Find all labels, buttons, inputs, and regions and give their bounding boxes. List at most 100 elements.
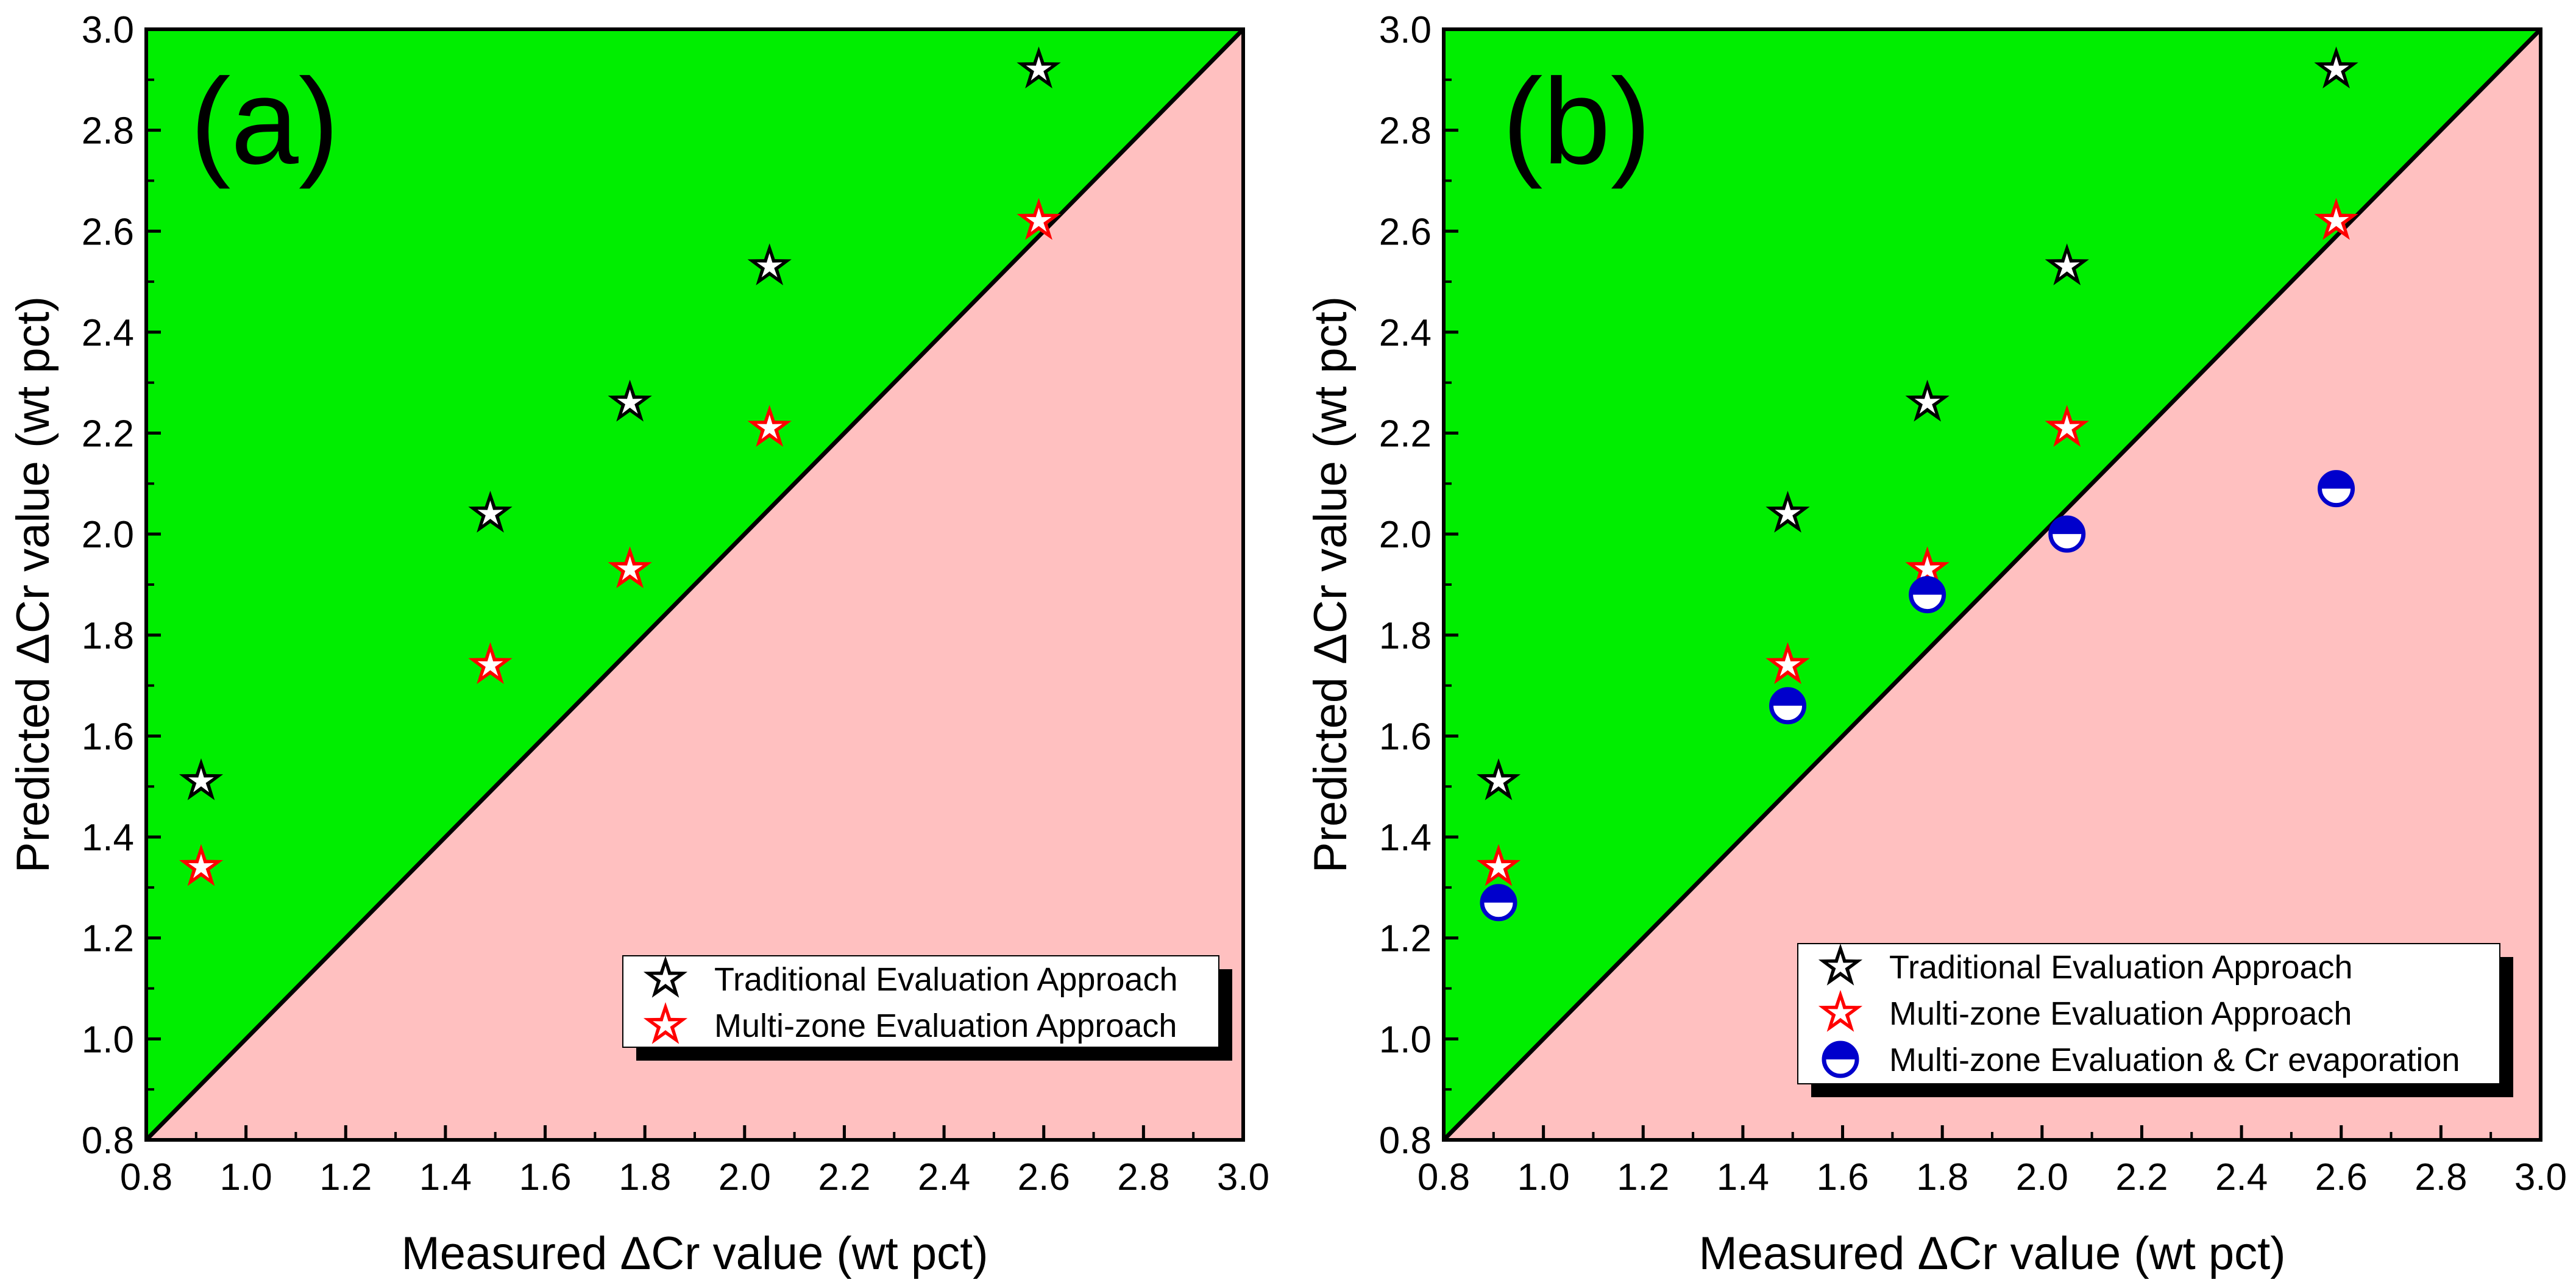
panel-a: 0.8 1.0 1.2 1.4 1.6 1.8 2.0 2.2 2.4 2.6 2.8 3.0 0.8 1…: [7, 9, 1269, 1279]
x-tick-label: 2.4: [2215, 1156, 2268, 1198]
diagonal-line: [144, 27, 1245, 1142]
x-tick-label: 1.6: [519, 1156, 571, 1198]
series-1: [1476, 46, 2358, 800]
x-axis-title: Measured ΔCr value (wt pct): [401, 1228, 988, 1279]
y-tick-label: 1.0: [1379, 1019, 1432, 1061]
x-tick-label: 2.8: [1117, 1156, 1169, 1198]
data-point: [1909, 576, 1946, 614]
y-tick-label: 0.8: [1379, 1120, 1432, 1162]
y-axis-title: Predicted ΔCr value (wt pct): [1305, 296, 1357, 873]
data-point: [1769, 687, 1807, 725]
x-tick-label: 1.4: [419, 1156, 472, 1198]
panel-label: (a): [190, 54, 339, 190]
y-axis-title: Predicted ΔCr value (wt pct): [7, 296, 59, 873]
legend-marker: [1818, 990, 1863, 1032]
x-tick-label: 2.6: [2315, 1156, 2368, 1198]
legend-label: Traditional Evaluation Approach: [1889, 949, 2352, 986]
x-tick-label: 1.8: [1916, 1156, 1968, 1198]
legend-label: Multi-zone Evaluation & Cr evaporation: [1889, 1042, 2460, 1078]
y-tick-label: 1.6: [82, 716, 134, 758]
y-tick-label: 2.6: [82, 211, 134, 253]
data-point: [2314, 197, 2358, 240]
data-point: [468, 642, 513, 685]
data-point: [1905, 379, 1950, 422]
x-tick-label: 1.2: [319, 1156, 372, 1198]
panel-b: 0.8 1.0 1.2 1.4 1.6 1.8 2.0 2.2 2.4 2.6 2.8 3.0 0.8 1…: [1305, 9, 2567, 1279]
legend-marker: [643, 1002, 688, 1044]
legend-label: Multi-zone Evaluation Approach: [1889, 995, 2352, 1032]
series-2: [179, 197, 1061, 886]
y-tick-label: 1.8: [1379, 615, 1432, 657]
y-tick-label: 3.0: [82, 9, 134, 51]
series-2: [1476, 197, 2358, 886]
x-tick-label: 3.0: [1217, 1156, 1269, 1198]
data-point: [747, 243, 792, 285]
series-1: [179, 46, 1061, 800]
y-tick-label: 1.8: [82, 615, 134, 657]
x-tick-label: 2.2: [818, 1156, 870, 1198]
data-point: [608, 379, 652, 422]
legend-label: Traditional Evaluation Approach: [714, 961, 1177, 998]
y-tick-label: 1.0: [82, 1019, 134, 1061]
x-tick-label: 2.4: [918, 1156, 970, 1198]
x-tick-label: 2.8: [2415, 1156, 2467, 1198]
data-point: [2314, 46, 2358, 88]
y-tick-label: 1.2: [1379, 918, 1432, 960]
legend-box: [622, 955, 1219, 1048]
y-tick-label: 2.0: [82, 514, 134, 556]
y-tick-label: 1.2: [82, 918, 134, 960]
x-tick-label: 3.0: [2514, 1156, 2567, 1198]
y-tick-label: 1.6: [1379, 716, 1432, 758]
y-tick-label: 2.8: [82, 110, 134, 152]
x-tick-label: 2.2: [2115, 1156, 2168, 1198]
data-point: [179, 758, 224, 800]
data-point: [1017, 46, 1061, 88]
x-tick-label: 1.6: [1816, 1156, 1868, 1198]
legend-marker: [643, 956, 688, 998]
data-point: [2318, 470, 2355, 508]
data-point: [1017, 197, 1061, 240]
data-point: [2045, 243, 2089, 285]
x-tick-label: 2.6: [1018, 1156, 1070, 1198]
x-tick-label: 0.8: [120, 1156, 172, 1198]
x-tick-label: 1.4: [1717, 1156, 1769, 1198]
legend-marker: [1818, 944, 1863, 986]
data-point: [1765, 642, 1810, 685]
y-tick-label: 2.2: [1379, 413, 1432, 455]
y-tick-label: 2.4: [1379, 312, 1432, 354]
legend-marker: [1822, 1041, 1859, 1078]
series-3: [1480, 470, 2355, 922]
x-tick-label: 2.0: [2016, 1156, 2068, 1198]
x-tick-label: 2.0: [719, 1156, 771, 1198]
legend: Traditional Evaluation Approach Multi-zon…: [622, 955, 1232, 1061]
data-point: [2045, 405, 2089, 447]
y-tick-label: 2.2: [82, 413, 134, 455]
y-tick-label: 2.8: [1379, 110, 1432, 152]
y-tick-label: 2.0: [1379, 514, 1432, 556]
y-tick-label: 3.0: [1379, 9, 1432, 51]
x-tick-label: 1.8: [619, 1156, 671, 1198]
x-axis-title: Measured ΔCr value (wt pct): [1698, 1228, 2285, 1279]
x-tick-label: 1.0: [220, 1156, 272, 1198]
x-tick-label: 1.0: [1517, 1156, 1570, 1198]
data-point: [468, 491, 513, 533]
data-point: [1476, 758, 1521, 800]
y-tick-label: 2.4: [82, 312, 134, 354]
data-point: [1476, 844, 1521, 886]
data-point: [1905, 546, 1950, 588]
data-point: [2048, 515, 2086, 553]
data-point: [179, 844, 224, 886]
diagonal-line: [1442, 27, 2542, 1142]
y-tick-label: 1.4: [1379, 817, 1432, 859]
y-tick-label: 1.4: [82, 817, 134, 859]
x-tick-label: 1.2: [1617, 1156, 1669, 1198]
y-tick-label: 0.8: [82, 1120, 134, 1162]
data-point: [608, 546, 652, 588]
legend-box: [1797, 943, 2500, 1084]
data-point: [1765, 491, 1810, 533]
panel-label: (b): [1502, 54, 1651, 190]
data-point: [747, 405, 792, 447]
y-tick-label: 2.6: [1379, 211, 1432, 253]
legend-label: Multi-zone Evaluation Approach: [714, 1008, 1177, 1044]
